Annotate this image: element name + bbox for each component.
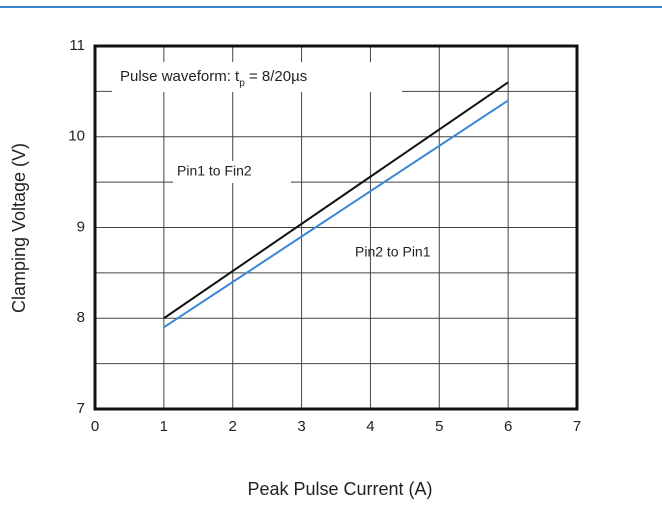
annotation-sub: p xyxy=(239,78,245,89)
annotation: Pulse waveform: tp = 8/20µs xyxy=(120,68,307,89)
y-tick-label: 7 xyxy=(77,400,85,417)
x-tick-label: 7 xyxy=(573,418,581,435)
series-line xyxy=(163,99,509,329)
y-tick-label: 8 xyxy=(77,309,85,326)
x-axis-label: Peak Pulse Current (A) xyxy=(247,479,432,499)
y-tick-label: 9 xyxy=(77,218,85,235)
x-tick-label: 2 xyxy=(229,418,237,435)
x-tick-label: 4 xyxy=(366,418,374,435)
y-tick-label: 10 xyxy=(68,128,85,145)
annotation-bg xyxy=(112,62,402,92)
x-tick-label: 5 xyxy=(435,418,443,435)
y-axis-label: Clamping Voltage (V) xyxy=(9,143,29,313)
series-label-bg xyxy=(173,161,291,183)
x-tick-label: 0 xyxy=(91,418,99,435)
series-label: Pin2 to Pin1 xyxy=(355,244,431,260)
plot-frame xyxy=(93,44,579,411)
series-line xyxy=(163,81,509,320)
series-label: Pin1 to Fin2 xyxy=(177,163,252,179)
y-tick-label: 11 xyxy=(69,37,85,54)
annotation-rest: = 8/20µs xyxy=(245,68,307,85)
x-tick-label: 3 xyxy=(297,418,305,435)
x-tick-label: 1 xyxy=(160,418,168,435)
annotation-text: Pulse waveform: t xyxy=(120,68,240,85)
x-tick-label: 6 xyxy=(504,418,512,435)
